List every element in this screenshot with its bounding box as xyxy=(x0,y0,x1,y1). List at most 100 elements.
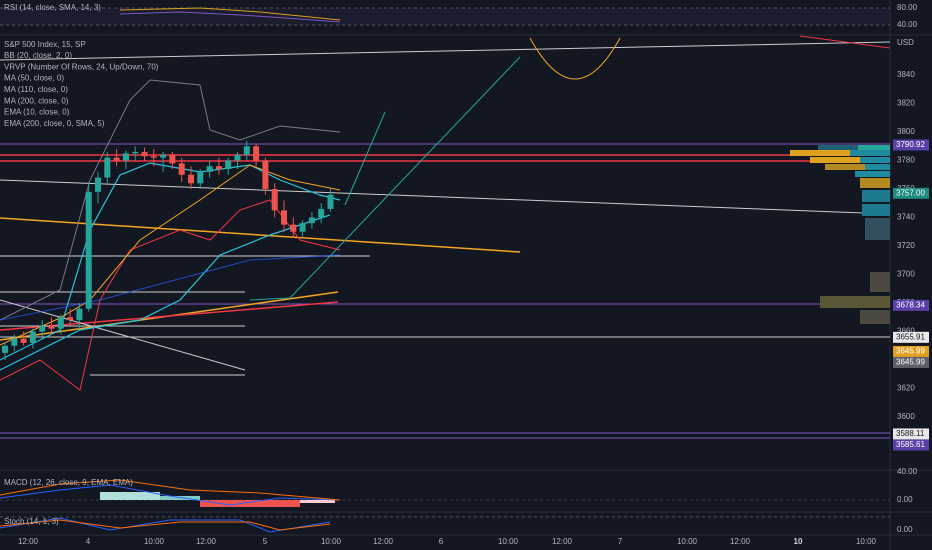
price-tick-label: 3620 xyxy=(897,384,915,393)
candle-body xyxy=(95,177,101,192)
indicator-label: MA (110, close, 0) xyxy=(4,85,68,94)
price-badge-label: 3645.99 xyxy=(896,347,925,356)
candle-body xyxy=(20,338,27,343)
candle-body xyxy=(308,217,315,224)
indicator-label: MA (50, close, 0) xyxy=(4,74,64,83)
candle-body xyxy=(39,325,46,332)
candle-body xyxy=(67,317,74,321)
time-label: 12:00 xyxy=(373,537,394,546)
price-tick-label: 3740 xyxy=(897,213,915,222)
price-tick-label: 3840 xyxy=(897,70,915,79)
currency: USD xyxy=(897,38,914,47)
candle-body xyxy=(113,157,120,161)
candle-body xyxy=(48,325,55,329)
time-label: 12:00 xyxy=(552,537,573,546)
time-label: 10 xyxy=(794,537,803,546)
rsi-ma xyxy=(119,7,341,21)
time-label: 12:00 xyxy=(730,537,751,546)
macd-line xyxy=(0,484,341,506)
price-badge xyxy=(893,139,929,151)
time-label: 10:00 xyxy=(144,537,165,546)
price-badge xyxy=(893,187,929,199)
candles xyxy=(2,140,334,360)
candle-body xyxy=(197,171,204,184)
indicator-label: EMA (200, close, 0, SMA, 5) xyxy=(4,119,105,128)
price-badge xyxy=(893,331,929,343)
price-tick-label: 3660 xyxy=(897,327,915,336)
candle-body xyxy=(327,194,334,209)
candle-body xyxy=(225,160,232,170)
candle-body xyxy=(206,166,213,172)
price-tick-label: 3780 xyxy=(897,156,915,165)
price-badge xyxy=(893,299,929,311)
time-label: 4 xyxy=(86,537,91,546)
stoch-label: Stoch (14, 1, 3) xyxy=(4,517,59,526)
indicator-label: EMA (10, close, 0) xyxy=(4,108,70,117)
price-badge-label: 3645.99 xyxy=(896,358,925,367)
candle-body xyxy=(132,151,139,154)
symbol-label: S&P 500 Index, 15, SP xyxy=(4,40,86,49)
candle-body xyxy=(262,160,269,189)
time-label: 10:00 xyxy=(321,537,342,546)
price-badge-label: 3790.92 xyxy=(896,140,925,149)
candle-body xyxy=(281,210,287,225)
stoch-d xyxy=(0,519,331,531)
rsi-label: RSI (14, close, SMA, 14, 3) xyxy=(4,3,101,12)
candle-body xyxy=(243,146,250,155)
candle-body xyxy=(318,208,325,218)
candle-body xyxy=(169,154,176,164)
pane-tick-label: 0.00 xyxy=(897,525,913,534)
stoch-k xyxy=(0,517,331,533)
candle-body xyxy=(2,345,8,353)
time-label: 10:00 xyxy=(856,537,877,546)
rsi-line xyxy=(119,11,341,23)
candle-body xyxy=(150,156,157,158)
candle-body xyxy=(234,154,241,161)
pane-tick-label: 40.00 xyxy=(897,20,918,29)
candle-body xyxy=(188,174,194,184)
signal-line xyxy=(0,479,341,501)
candle-body xyxy=(271,189,278,211)
pane-tick-label: 0.00 xyxy=(897,495,913,504)
price-tick-label: 3820 xyxy=(897,99,915,108)
candle-body xyxy=(85,191,92,309)
time-label: 5 xyxy=(263,537,268,546)
volume-profile xyxy=(790,145,890,324)
time-label: 12:00 xyxy=(196,537,217,546)
time-label: 7 xyxy=(618,537,623,546)
price-badge xyxy=(893,428,929,440)
price-tick-label: 3700 xyxy=(897,270,915,279)
indicator-label: BB (20, close, 2, 0) xyxy=(4,51,72,60)
pane-tick-label: 80.00 xyxy=(897,3,918,12)
candle-body xyxy=(122,153,129,161)
price-badge xyxy=(893,356,929,368)
price-badge-label: 3757.00 xyxy=(896,188,925,197)
time-label: 12:00 xyxy=(18,537,39,546)
macd-label: MACD (12, 26, close, 9, EMA, EMA) xyxy=(4,478,133,487)
price-badge xyxy=(893,345,929,357)
candle-body xyxy=(57,317,64,329)
price-tick-label: 3600 xyxy=(897,412,915,421)
price-badge xyxy=(893,439,929,451)
price-tick-label: 3800 xyxy=(897,127,915,136)
time-label: 10:00 xyxy=(677,537,698,546)
candle-body xyxy=(253,146,260,161)
price-badge-label: 3655.91 xyxy=(896,332,925,341)
price-badge-label: 3585.61 xyxy=(896,440,925,449)
candle-body xyxy=(104,157,111,178)
time-label: 10:00 xyxy=(498,537,519,546)
indicator-label: MA (200, close, 0) xyxy=(4,96,69,105)
candle-body xyxy=(215,166,222,170)
price-tick-label: 3720 xyxy=(897,241,915,250)
indicators xyxy=(0,37,621,391)
time-label: 6 xyxy=(439,537,444,546)
rsi-band xyxy=(0,8,890,25)
candle-body xyxy=(290,224,297,232)
price-badge-label: 3588.11 xyxy=(896,429,925,438)
candle-body xyxy=(76,308,83,321)
candle-body xyxy=(11,338,18,346)
candle-body xyxy=(299,223,306,232)
